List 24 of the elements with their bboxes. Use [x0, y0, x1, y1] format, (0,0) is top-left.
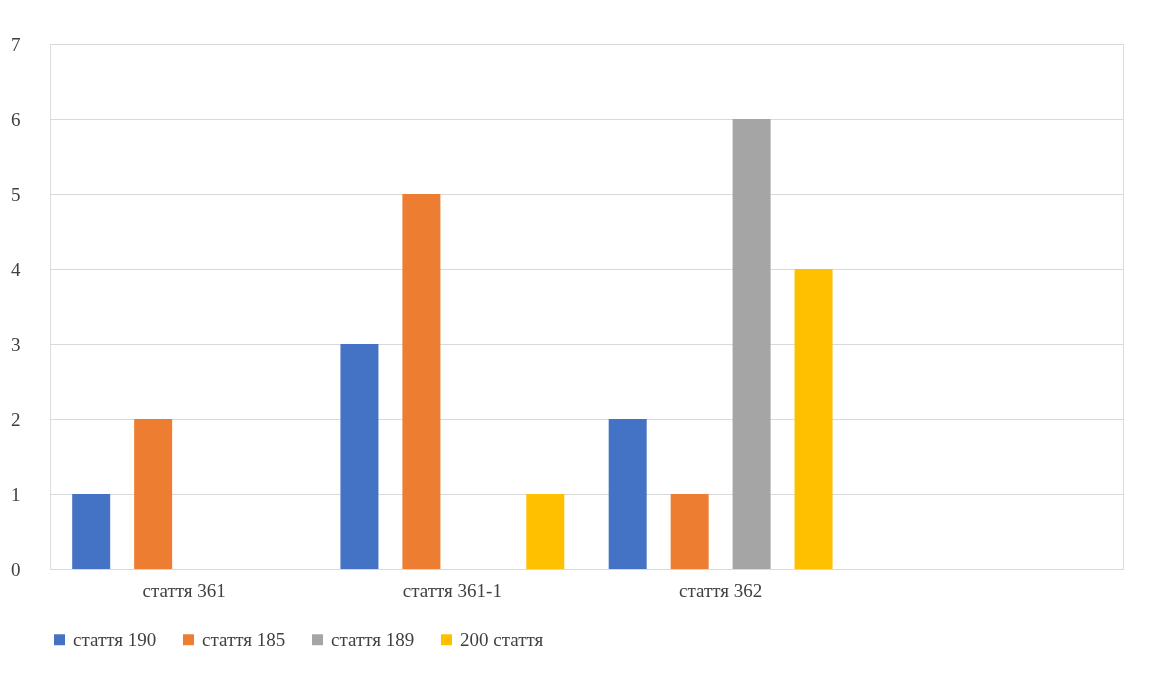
x-tick-label: стаття 361-1 — [402, 579, 502, 601]
y-tick-label: 5 — [11, 183, 21, 205]
bar — [670, 494, 709, 569]
x-tick-label: стаття 361 — [142, 579, 226, 601]
legend-label: стаття 190 — [73, 628, 157, 650]
y-tick-label: 6 — [11, 108, 21, 130]
x-tick-label: стаття 362 — [678, 579, 763, 601]
y-tick-label: 4 — [11, 258, 21, 280]
y-tick-label: 3 — [11, 333, 21, 355]
bar — [134, 419, 173, 569]
bar — [526, 494, 565, 569]
bar — [72, 494, 111, 569]
y-tick-label: 7 — [11, 33, 21, 55]
bar — [732, 119, 771, 569]
bar — [340, 344, 379, 569]
y-tick-label: 0 — [11, 558, 21, 580]
legend-label: стаття 189 — [331, 628, 415, 650]
bar — [794, 269, 833, 569]
legend-label: стаття 185 — [202, 628, 286, 650]
y-tick-label: 1 — [11, 483, 21, 505]
legend-label: 200 стаття — [460, 628, 544, 650]
bar — [402, 194, 441, 569]
y-tick-label: 2 — [11, 408, 21, 430]
bar — [608, 419, 647, 569]
